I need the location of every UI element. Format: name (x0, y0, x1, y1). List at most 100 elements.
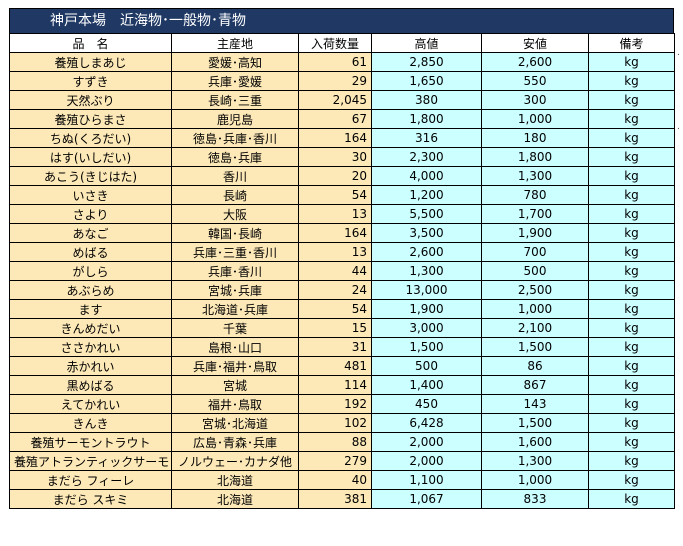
cell-low-price: 1,900 (481, 223, 589, 243)
cell-origin: ノルウェー･カナダ他 (171, 451, 299, 471)
cell-low-price: 1,000 (481, 470, 589, 490)
table-row: 養殖サーモントラウト 広島･青森･兵庫 88 2,000 1,600 kg (9, 432, 675, 452)
table-row: まだら スキミ 北海道 381 1,067 833 kg (9, 489, 675, 509)
cell-unit: kg (588, 52, 675, 72)
header-origin: 主産地 (171, 33, 299, 53)
table-row: すずき 兵庫･愛媛 29 1,650 550 kg (9, 71, 675, 91)
cell-quantity: 30 (298, 147, 372, 167)
cell-origin: 徳島･兵庫･香川 (171, 128, 299, 148)
cell-high-price: 1,100 (371, 470, 482, 490)
table-row: あなご 韓国･長崎 164 3,500 1,900 kg (9, 223, 675, 243)
cell-name: さより (9, 204, 172, 224)
cell-name: ちぬ(くろだい) (9, 128, 172, 148)
cell-quantity: 29 (298, 71, 372, 91)
cell-high-price: 380 (371, 90, 482, 110)
cell-origin: 宮城･兵庫 (171, 280, 299, 300)
table-row: きんめだい 千葉 15 3,000 2,100 kg (9, 318, 675, 338)
table-row: 黒めばる 宮城 114 1,400 867 kg (9, 375, 675, 395)
cell-quantity: 61 (298, 52, 372, 72)
cell-name: えてかれい (9, 394, 172, 414)
cell-origin: 北海道 (171, 470, 299, 490)
cell-low-price: 1,000 (481, 299, 589, 319)
cell-unit: kg (588, 204, 675, 224)
edge-mark: . (677, 48, 680, 58)
cell-quantity: 164 (298, 128, 372, 148)
cell-low-price: 2,500 (481, 280, 589, 300)
cell-low-price: 2,100 (481, 318, 589, 338)
cell-name: きんめだい (9, 318, 172, 338)
cell-low-price: 1,800 (481, 147, 589, 167)
cell-quantity: 2,045 (298, 90, 372, 110)
cell-name: 天然ぶり (9, 90, 172, 110)
cell-unit: kg (588, 280, 675, 300)
cell-high-price: 1,400 (371, 375, 482, 395)
cell-low-price: 1,500 (481, 413, 589, 433)
cell-quantity: 20 (298, 166, 372, 186)
cell-unit: kg (588, 394, 675, 414)
table-row: はす(いしだい) 徳島･兵庫 30 2,300 1,800 kg (9, 147, 675, 167)
cell-high-price: 13,000 (371, 280, 482, 300)
header-remarks: 備考 (588, 33, 675, 53)
cell-unit: kg (588, 451, 675, 471)
cell-high-price: 2,600 (371, 242, 482, 262)
table-row: きんき 宮城･北海道 102 6,428 1,500 kg (9, 413, 675, 433)
cell-quantity: 54 (298, 299, 372, 319)
table-row: がしら 兵庫･香川 44 1,300 500 kg (9, 261, 675, 281)
cell-low-price: 1,700 (481, 204, 589, 224)
cell-quantity: 24 (298, 280, 372, 300)
cell-origin: 兵庫･福井･鳥取 (171, 356, 299, 376)
cell-quantity: 13 (298, 242, 372, 262)
cell-unit: kg (588, 109, 675, 129)
cell-unit: kg (588, 90, 675, 110)
cell-origin: 兵庫･香川 (171, 261, 299, 281)
table-row: ささかれい 島根･山口 31 1,500 1,500 kg (9, 337, 675, 357)
cell-quantity: 54 (298, 185, 372, 205)
cell-low-price: 1,300 (481, 451, 589, 471)
cell-origin: 千葉 (171, 318, 299, 338)
cell-low-price: 550 (481, 71, 589, 91)
cell-origin: 福井･鳥取 (171, 394, 299, 414)
cell-quantity: 102 (298, 413, 372, 433)
cell-quantity: 40 (298, 470, 372, 490)
cell-high-price: 1,200 (371, 185, 482, 205)
price-table: 品 名 主産地 入荷数量 高値 安値 備考 養殖しまあじ 愛媛･高知 61 2,850… (9, 33, 675, 509)
header-high-price: 高値 (371, 33, 482, 53)
cell-high-price: 316 (371, 128, 482, 148)
cell-unit: kg (588, 261, 675, 281)
cell-unit: kg (588, 128, 675, 148)
cell-unit: kg (588, 185, 675, 205)
cell-quantity: 31 (298, 337, 372, 357)
table-row: あぶらめ 宮城･兵庫 24 13,000 2,500 kg (9, 280, 675, 300)
cell-low-price: 867 (481, 375, 589, 395)
table-row: ます 北海道･兵庫 54 1,900 1,000 kg (9, 299, 675, 319)
table-row: いさき 長崎 54 1,200 780 kg (9, 185, 675, 205)
cell-origin: 韓国･長崎 (171, 223, 299, 243)
cell-quantity: 44 (298, 261, 372, 281)
table-row: 養殖アトランティックサーモン ノルウェー･カナダ他 279 2,000 1,300 kg (9, 451, 675, 471)
cell-high-price: 1,800 (371, 109, 482, 129)
cell-origin: 北海道･兵庫 (171, 299, 299, 319)
cell-high-price: 2,000 (371, 432, 482, 452)
cell-name: きんき (9, 413, 172, 433)
cell-name: はす(いしだい) (9, 147, 172, 167)
cell-unit: kg (588, 299, 675, 319)
table-row: まだら フィーレ 北海道 40 1,100 1,000 kg (9, 470, 675, 490)
cell-high-price: 6,428 (371, 413, 482, 433)
cell-low-price: 1,500 (481, 337, 589, 357)
table-row: えてかれい 福井･鳥取 192 450 143 kg (9, 394, 675, 414)
cell-low-price: 300 (481, 90, 589, 110)
table-row: 養殖しまあじ 愛媛･高知 61 2,850 2,600 kg (9, 52, 675, 72)
cell-high-price: 5,500 (371, 204, 482, 224)
cell-low-price: 1,000 (481, 109, 589, 129)
cell-name: ささかれい (9, 337, 172, 357)
cell-name: いさき (9, 185, 172, 205)
table-row: 養殖ひらまさ 鹿児島 67 1,800 1,000 kg (9, 109, 675, 129)
header-name: 品 名 (9, 33, 172, 53)
cell-name: あぶらめ (9, 280, 172, 300)
cell-origin: 兵庫･三重･香川 (171, 242, 299, 262)
cell-high-price: 2,300 (371, 147, 482, 167)
cell-origin: 島根･山口 (171, 337, 299, 357)
cell-origin: 香川 (171, 166, 299, 186)
cell-origin: 広島･青森･兵庫 (171, 432, 299, 452)
cell-low-price: 700 (481, 242, 589, 262)
